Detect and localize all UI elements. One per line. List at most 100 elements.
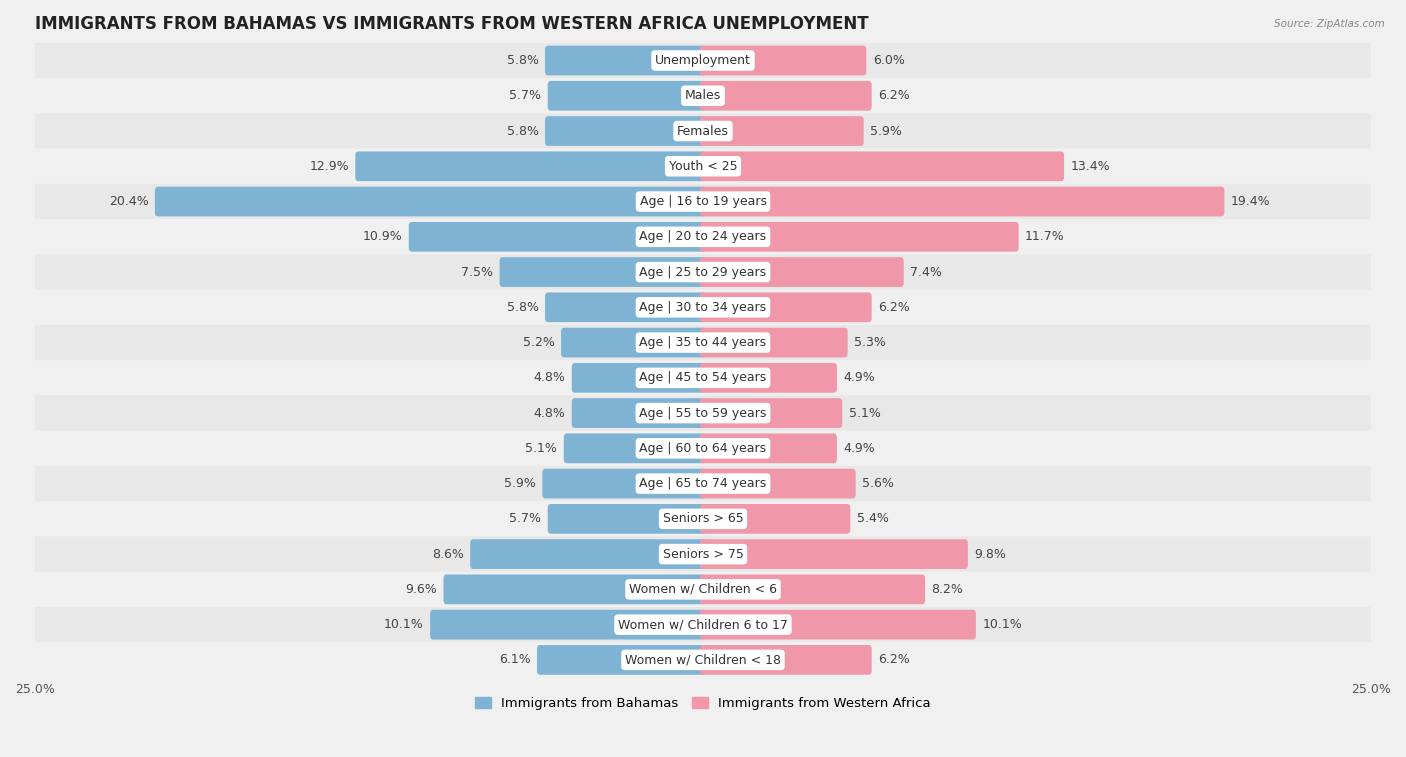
Text: Age | 25 to 29 years: Age | 25 to 29 years: [640, 266, 766, 279]
Text: 6.0%: 6.0%: [873, 54, 904, 67]
FancyBboxPatch shape: [546, 292, 706, 322]
Text: 4.9%: 4.9%: [844, 372, 875, 385]
Text: 7.4%: 7.4%: [910, 266, 942, 279]
FancyBboxPatch shape: [700, 645, 872, 674]
Text: 5.1%: 5.1%: [526, 442, 557, 455]
Text: Age | 30 to 34 years: Age | 30 to 34 years: [640, 301, 766, 314]
FancyBboxPatch shape: [35, 395, 1371, 431]
Text: 5.4%: 5.4%: [856, 512, 889, 525]
Text: 9.8%: 9.8%: [974, 547, 1007, 561]
Text: 5.8%: 5.8%: [506, 125, 538, 138]
FancyBboxPatch shape: [409, 222, 706, 251]
FancyBboxPatch shape: [564, 434, 706, 463]
Text: Age | 45 to 54 years: Age | 45 to 54 years: [640, 372, 766, 385]
Text: Unemployment: Unemployment: [655, 54, 751, 67]
Text: 8.2%: 8.2%: [932, 583, 963, 596]
FancyBboxPatch shape: [700, 45, 866, 76]
Text: 8.6%: 8.6%: [432, 547, 464, 561]
FancyBboxPatch shape: [561, 328, 706, 357]
Text: 5.2%: 5.2%: [523, 336, 555, 349]
Text: 11.7%: 11.7%: [1025, 230, 1064, 243]
Text: Age | 20 to 24 years: Age | 20 to 24 years: [640, 230, 766, 243]
FancyBboxPatch shape: [700, 257, 904, 287]
Text: Age | 16 to 19 years: Age | 16 to 19 years: [640, 195, 766, 208]
FancyBboxPatch shape: [537, 645, 706, 674]
FancyBboxPatch shape: [35, 466, 1371, 501]
Text: 7.5%: 7.5%: [461, 266, 494, 279]
FancyBboxPatch shape: [35, 642, 1371, 678]
FancyBboxPatch shape: [35, 537, 1371, 572]
FancyBboxPatch shape: [700, 292, 872, 322]
FancyBboxPatch shape: [443, 575, 706, 604]
Text: 5.1%: 5.1%: [849, 407, 880, 419]
FancyBboxPatch shape: [35, 220, 1371, 254]
FancyBboxPatch shape: [35, 572, 1371, 607]
Text: 5.9%: 5.9%: [505, 477, 536, 490]
Text: 6.2%: 6.2%: [877, 301, 910, 314]
Text: 10.9%: 10.9%: [363, 230, 402, 243]
Text: Women w/ Children < 6: Women w/ Children < 6: [628, 583, 778, 596]
Text: 4.9%: 4.9%: [844, 442, 875, 455]
FancyBboxPatch shape: [546, 116, 706, 146]
Text: Youth < 25: Youth < 25: [669, 160, 737, 173]
Legend: Immigrants from Bahamas, Immigrants from Western Africa: Immigrants from Bahamas, Immigrants from…: [470, 692, 936, 715]
FancyBboxPatch shape: [35, 148, 1371, 184]
FancyBboxPatch shape: [35, 360, 1371, 395]
FancyBboxPatch shape: [700, 81, 872, 111]
Text: Women w/ Children 6 to 17: Women w/ Children 6 to 17: [619, 618, 787, 631]
FancyBboxPatch shape: [35, 254, 1371, 290]
FancyBboxPatch shape: [700, 328, 848, 357]
FancyBboxPatch shape: [700, 539, 967, 569]
FancyBboxPatch shape: [155, 187, 706, 217]
FancyBboxPatch shape: [548, 504, 706, 534]
Text: Age | 65 to 74 years: Age | 65 to 74 years: [640, 477, 766, 490]
Text: 5.7%: 5.7%: [509, 512, 541, 525]
FancyBboxPatch shape: [430, 610, 706, 640]
FancyBboxPatch shape: [700, 575, 925, 604]
Text: Source: ZipAtlas.com: Source: ZipAtlas.com: [1274, 19, 1385, 29]
FancyBboxPatch shape: [35, 501, 1371, 537]
Text: 19.4%: 19.4%: [1230, 195, 1271, 208]
Text: Women w/ Children < 18: Women w/ Children < 18: [626, 653, 780, 666]
FancyBboxPatch shape: [499, 257, 706, 287]
FancyBboxPatch shape: [35, 78, 1371, 114]
FancyBboxPatch shape: [700, 469, 856, 498]
FancyBboxPatch shape: [700, 187, 1225, 217]
Text: 12.9%: 12.9%: [309, 160, 349, 173]
Text: 5.9%: 5.9%: [870, 125, 901, 138]
FancyBboxPatch shape: [543, 469, 706, 498]
FancyBboxPatch shape: [35, 43, 1371, 78]
Text: 4.8%: 4.8%: [533, 407, 565, 419]
Text: Males: Males: [685, 89, 721, 102]
FancyBboxPatch shape: [700, 363, 837, 393]
Text: 6.1%: 6.1%: [499, 653, 530, 666]
FancyBboxPatch shape: [572, 363, 706, 393]
Text: Age | 60 to 64 years: Age | 60 to 64 years: [640, 442, 766, 455]
FancyBboxPatch shape: [546, 45, 706, 76]
FancyBboxPatch shape: [35, 290, 1371, 325]
FancyBboxPatch shape: [572, 398, 706, 428]
Text: IMMIGRANTS FROM BAHAMAS VS IMMIGRANTS FROM WESTERN AFRICA UNEMPLOYMENT: IMMIGRANTS FROM BAHAMAS VS IMMIGRANTS FR…: [35, 15, 869, 33]
FancyBboxPatch shape: [700, 504, 851, 534]
Text: 5.3%: 5.3%: [853, 336, 886, 349]
FancyBboxPatch shape: [35, 607, 1371, 642]
Text: 6.2%: 6.2%: [877, 653, 910, 666]
Text: 20.4%: 20.4%: [108, 195, 149, 208]
Text: 13.4%: 13.4%: [1070, 160, 1111, 173]
FancyBboxPatch shape: [470, 539, 706, 569]
FancyBboxPatch shape: [700, 116, 863, 146]
FancyBboxPatch shape: [548, 81, 706, 111]
Text: 5.8%: 5.8%: [506, 54, 538, 67]
Text: 10.1%: 10.1%: [384, 618, 423, 631]
FancyBboxPatch shape: [700, 151, 1064, 181]
Text: 5.7%: 5.7%: [509, 89, 541, 102]
Text: Females: Females: [678, 125, 728, 138]
FancyBboxPatch shape: [700, 222, 1018, 251]
FancyBboxPatch shape: [700, 610, 976, 640]
Text: 9.6%: 9.6%: [405, 583, 437, 596]
Text: 10.1%: 10.1%: [983, 618, 1022, 631]
FancyBboxPatch shape: [35, 325, 1371, 360]
Text: 6.2%: 6.2%: [877, 89, 910, 102]
Text: 5.8%: 5.8%: [506, 301, 538, 314]
FancyBboxPatch shape: [356, 151, 706, 181]
